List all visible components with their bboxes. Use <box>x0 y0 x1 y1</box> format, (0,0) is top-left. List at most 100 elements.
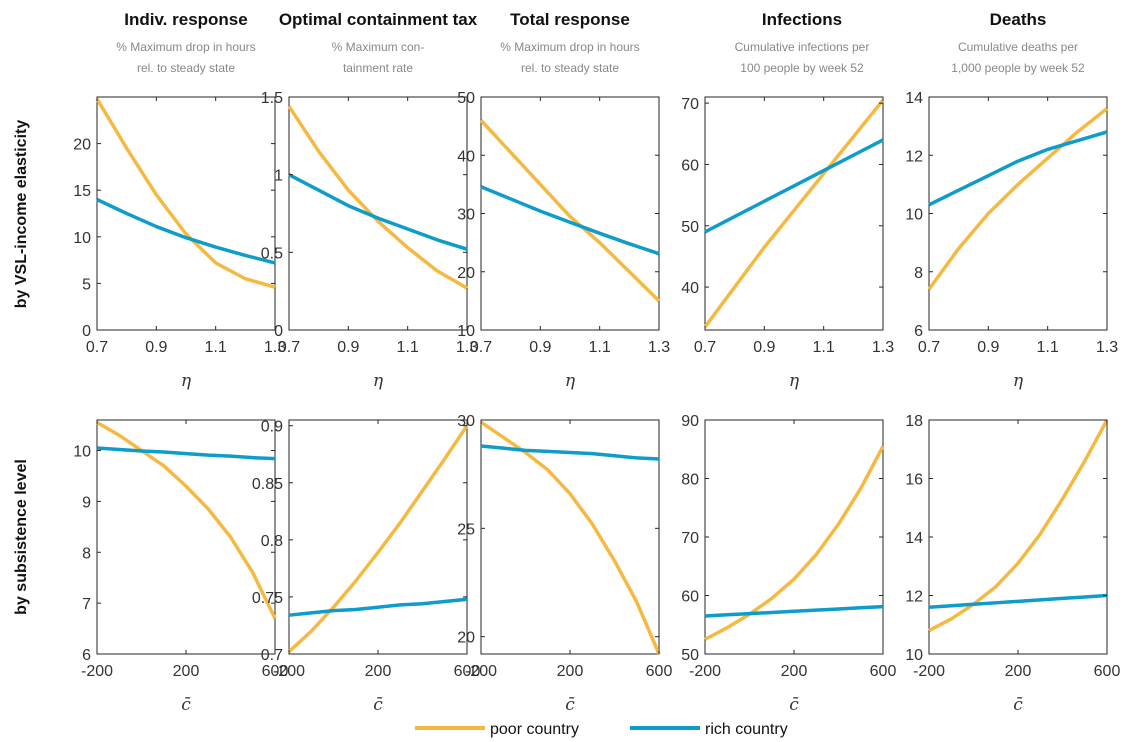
y-tick-label: 70 <box>681 96 699 113</box>
column-subtitle-2-0: % Maximum drop in hours <box>500 40 639 54</box>
series-line-poor <box>703 98 885 328</box>
x-tick-label: 600 <box>870 663 897 680</box>
x-tick-label: 1.3 <box>264 339 286 356</box>
column-title-2: Total response <box>510 10 630 29</box>
series-line-rich <box>96 197 276 265</box>
y-tick-label: 60 <box>681 589 699 606</box>
series-line-poor <box>928 419 1109 633</box>
x-tick-label: 0.9 <box>337 339 359 356</box>
x-tick-label: -200 <box>689 663 721 680</box>
series-line-rich <box>96 446 276 461</box>
x-tick-label: 0.7 <box>694 339 716 356</box>
series-line-rich <box>480 185 660 256</box>
series-line-rich <box>928 593 1108 609</box>
panel-r1-c0: 6 7 8 9 10 -200 200 600 c̄ <box>73 419 289 715</box>
x-tick-label: 600 <box>646 663 673 680</box>
y-tick-label: 40 <box>681 280 699 297</box>
column-subtitle-4-0: Cumulative deaths per <box>958 40 1078 54</box>
plot-frame <box>288 419 468 655</box>
y-tick-label: 20 <box>457 630 475 647</box>
column-subtitle-4-1: 1,000 people by week 52 <box>951 61 1085 75</box>
plot-frame <box>96 96 276 331</box>
plot-frame <box>928 96 1108 331</box>
y-tick-label: 50 <box>681 647 699 664</box>
panel-r1-c4: 10 12 14 16 18 -200 200 600 c̄ <box>905 413 1120 715</box>
series-line-poor <box>480 420 661 655</box>
y-tick-label: 10 <box>905 207 923 224</box>
panel-r1-c3: 50 60 70 80 90 -200 200 600 c̄ <box>681 413 896 715</box>
y-tick-label: 18 <box>905 413 923 430</box>
y-tick-label: 0.5 <box>261 245 283 262</box>
legend-label-rich: rich country <box>705 721 788 738</box>
column-subtitle-0-1: rel. to steady state <box>137 61 235 75</box>
x-axis-label: η <box>1013 371 1024 391</box>
series-line-poor <box>704 445 885 641</box>
y-tick-label: 9 <box>82 494 91 511</box>
series-line-poor <box>287 424 469 654</box>
legend-label-poor: poor country <box>490 721 579 738</box>
x-axis-label: η <box>789 371 800 391</box>
x-tick-label: 1.1 <box>1037 339 1059 356</box>
x-tick-label: 0.9 <box>145 339 167 356</box>
y-tick-label: 6 <box>82 647 91 664</box>
panel-r0-c3: 40 50 60 70 0.7 0.9 1.1 1.3 η <box>681 96 894 391</box>
y-tick-label: 30 <box>457 413 475 430</box>
y-tick-label: 15 <box>73 183 91 200</box>
column-title-4: Deaths <box>990 10 1047 29</box>
x-tick-label: -200 <box>913 663 945 680</box>
series-line-rich <box>288 173 468 251</box>
panel-r0-c2: 10 20 30 40 50 0.7 0.9 1.1 1.3 η <box>457 90 670 391</box>
x-axis-label: η <box>565 371 576 391</box>
x-tick-label: -200 <box>465 663 497 680</box>
y-tick-label: 10 <box>457 323 475 340</box>
x-tick-label: 600 <box>262 663 289 680</box>
y-tick-label: 14 <box>905 530 923 547</box>
plot-frame <box>480 96 660 331</box>
series-line-rich <box>928 130 1108 207</box>
y-tick-label: 14 <box>905 90 923 107</box>
y-tick-label: 10 <box>73 230 91 247</box>
column-subtitle-1-0: % Maximum con- <box>332 40 425 54</box>
x-tick-label: -200 <box>81 663 113 680</box>
column-title-1: Optimal containment tax <box>279 10 478 29</box>
y-tick-label: 6 <box>914 323 923 340</box>
series-line-poor <box>927 107 1109 291</box>
panel-r0-c1: 0 0.5 1 1.5 0.7 0.9 1.1 1.3 η <box>261 90 478 391</box>
y-tick-label: 7 <box>82 596 91 613</box>
x-tick-label: 200 <box>781 663 808 680</box>
y-tick-label: 0 <box>82 323 91 340</box>
legend: poor country rich country <box>415 721 788 738</box>
series-line-rich <box>288 597 468 617</box>
y-tick-label: 50 <box>681 219 699 236</box>
row-label-0: by VSL-income elasticity <box>13 120 30 309</box>
column-subtitle-0-0: % Maximum drop in hours <box>116 40 255 54</box>
x-tick-label: 200 <box>557 663 584 680</box>
x-tick-label: 200 <box>1005 663 1032 680</box>
x-tick-label: 1.1 <box>813 339 835 356</box>
x-tick-label: 0.9 <box>529 339 551 356</box>
x-tick-label: -200 <box>273 663 305 680</box>
row-label-1: by subsistence level <box>13 459 30 615</box>
plot-frame <box>480 419 660 655</box>
y-tick-label: 50 <box>457 90 475 107</box>
plot-frame <box>288 96 468 331</box>
x-tick-label: 1.1 <box>397 339 419 356</box>
x-tick-label: 1.3 <box>1096 339 1118 356</box>
x-tick-label: 0.9 <box>753 339 775 356</box>
column-title-0: Indiv. response <box>124 10 247 29</box>
y-tick-label: 20 <box>73 137 91 154</box>
column-subtitle-3-1: 100 people by week 52 <box>740 61 864 75</box>
x-tick-label: 200 <box>365 663 392 680</box>
y-tick-label: 25 <box>457 521 475 538</box>
column-titles: Indiv. response % Maximum drop in hours re… <box>116 10 1085 75</box>
x-tick-label: 600 <box>1094 663 1121 680</box>
x-axis-label: c̄ <box>373 695 383 715</box>
x-axis-label: c̄ <box>789 695 799 715</box>
panel-r1-c1: 0.7 0.75 0.8 0.85 0.9 -200 200 600 c̄ <box>252 419 481 715</box>
y-tick-label: 0 <box>274 323 283 340</box>
x-tick-label: 1.3 <box>648 339 670 356</box>
column-subtitle-1-1: tainment rate <box>343 61 413 75</box>
panels: 0 5 10 15 20 0.7 0.9 1.1 1.3 η 0 0.5 1 1.5 0.7 0.9 1.1 1.… <box>73 90 1120 715</box>
